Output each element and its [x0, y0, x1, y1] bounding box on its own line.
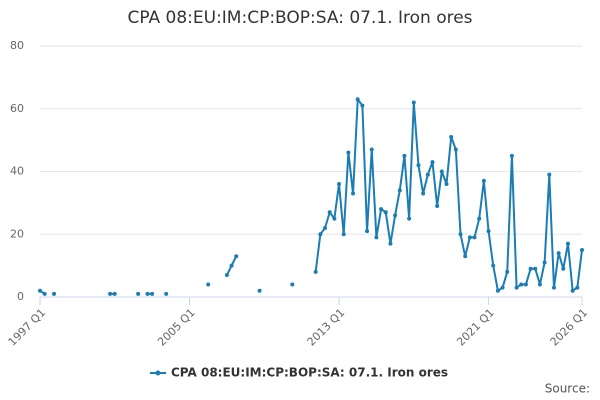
data-point: [458, 232, 463, 237]
data-point: [323, 225, 328, 230]
data-point: [439, 169, 444, 174]
data-point: [486, 229, 491, 234]
data-point: [337, 182, 342, 187]
data-point: [393, 213, 398, 218]
data-point: [411, 100, 416, 105]
data-point: [453, 147, 458, 152]
data-point: [481, 178, 486, 183]
data-point: [257, 288, 262, 293]
data-point: [332, 216, 337, 221]
legend-label: CPA 08:EU:IM:CP:BOP:SA: 07.1. Iron ores: [171, 366, 448, 380]
data-point: [38, 288, 42, 293]
data-point: [136, 291, 141, 296]
data-point: [491, 263, 496, 268]
x-tick-label: 2005 Q1: [155, 306, 198, 349]
data-point: [449, 134, 454, 139]
data-point: [416, 163, 421, 168]
data-point: [318, 232, 323, 237]
data-point: [388, 241, 393, 246]
data-point: [500, 285, 505, 290]
data-point: [565, 241, 570, 246]
data-point: [533, 266, 538, 271]
x-tick-label: 2013 Q1: [305, 306, 348, 349]
data-point: [528, 266, 533, 271]
series-line: [39, 96, 583, 295]
y-tick-label: 80: [10, 39, 24, 52]
data-point: [341, 232, 346, 237]
data-point: [397, 188, 402, 193]
data-point: [425, 172, 430, 177]
data-point: [435, 204, 440, 209]
legend-marker: [155, 370, 161, 376]
data-point: [551, 285, 556, 290]
data-point: [229, 263, 234, 268]
data-point: [206, 282, 211, 287]
data-point: [421, 191, 426, 196]
y-tick-label: 60: [10, 102, 24, 115]
chart-title: CPA 08:EU:IM:CP:BOP:SA: 07.1. Iron ores: [127, 8, 472, 28]
data-point: [355, 97, 360, 102]
data-point: [542, 260, 547, 265]
credits: Source:: [545, 382, 590, 396]
data-point: [42, 291, 47, 296]
data-point: [519, 282, 524, 287]
data-point: [374, 235, 379, 240]
x-tick-label: 1997 Q1: [6, 306, 49, 349]
data-point: [369, 147, 374, 152]
data-point: [383, 210, 388, 215]
data-point: [150, 291, 155, 296]
data-point: [112, 291, 117, 296]
data-point: [108, 291, 113, 296]
data-point: [467, 235, 472, 240]
data-point: [547, 172, 552, 177]
data-point: [505, 269, 510, 274]
y-tick-label: 0: [17, 290, 24, 303]
data-point: [477, 216, 482, 221]
data-point: [327, 210, 332, 215]
data-point: [365, 229, 370, 234]
data-point: [561, 266, 566, 271]
data-point: [52, 291, 57, 296]
data-point: [313, 269, 318, 274]
data-point: [360, 103, 365, 108]
data-point: [164, 291, 169, 296]
data-point: [145, 291, 150, 296]
data-point: [444, 182, 449, 187]
data-point: [407, 216, 412, 221]
data-point: [495, 288, 500, 293]
y-tick-label: 20: [10, 227, 24, 240]
data-point: [575, 285, 580, 290]
data-point: [580, 247, 584, 252]
data-point: [570, 288, 575, 293]
data-point: [290, 282, 295, 287]
x-tick-label: 2021 Q1: [454, 306, 497, 349]
data-point: [430, 160, 435, 165]
x-tick-label: 2026 Q1: [548, 306, 591, 349]
data-point: [556, 251, 561, 256]
data-point: [234, 254, 239, 259]
data-point: [514, 285, 519, 290]
data-point: [346, 150, 351, 155]
data-point: [523, 282, 528, 287]
data-point: [509, 153, 514, 158]
data-point: [463, 254, 468, 259]
y-tick-label: 40: [10, 165, 24, 178]
data-point: [224, 273, 229, 278]
data-point: [537, 282, 542, 287]
data-point: [472, 235, 477, 240]
data-point: [351, 191, 356, 196]
data-point: [379, 207, 384, 212]
data-point: [402, 153, 407, 158]
